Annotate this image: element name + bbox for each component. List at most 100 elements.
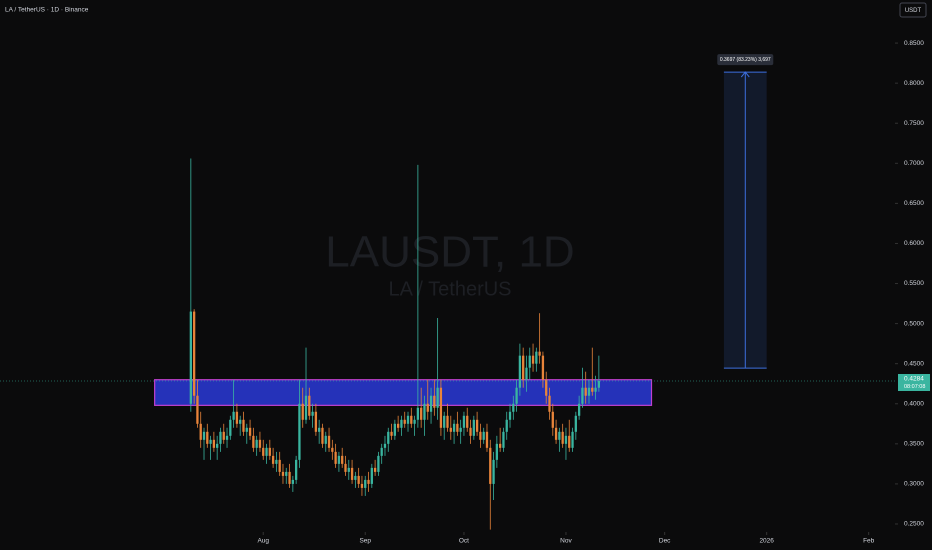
- y-tick-label: 0.8000: [904, 80, 924, 87]
- y-tick-label: 0.2500: [904, 521, 924, 528]
- y-tick-label: 0.8500: [904, 40, 924, 47]
- x-tick-label: Dec: [659, 538, 671, 545]
- candle-body: [271, 455, 275, 464]
- candle-body: [245, 427, 248, 432]
- candle-body: [370, 467, 373, 484]
- candle-body: [410, 415, 413, 424]
- candle-body: [396, 423, 400, 428]
- candle-body: [400, 419, 403, 428]
- candle-body: [324, 435, 327, 444]
- candle-body: [311, 411, 314, 416]
- x-tick-label: 2026: [759, 538, 774, 545]
- candle-body: [258, 439, 262, 448]
- candle-body: [364, 479, 367, 488]
- candle-body: [436, 387, 439, 408]
- candle-body: [564, 435, 568, 444]
- candle-body: [426, 403, 429, 412]
- support-zone: [154, 379, 653, 406]
- candle-body: [189, 311, 192, 404]
- currency[interactable]: USDT: [905, 8, 922, 14]
- candle-body: [318, 427, 321, 432]
- x-tick-label: Sep: [359, 538, 371, 545]
- last-price-tag: [898, 373, 930, 391]
- candle-body: [357, 475, 360, 484]
- candle-body: [229, 419, 232, 436]
- candle-body: [235, 411, 239, 424]
- candle-body: [413, 419, 416, 424]
- candle-body: [571, 431, 574, 448]
- y-tick-label: 0.7500: [904, 120, 924, 127]
- candle-body: [558, 431, 561, 440]
- candle-body: [545, 379, 548, 396]
- candle-body: [275, 459, 278, 464]
- chart-title: LA / TetherUS · 1D · Binance: [5, 7, 89, 14]
- candle-body: [482, 431, 485, 440]
- y-tick-label: 0.6500: [904, 200, 924, 207]
- candle-body: [347, 467, 350, 472]
- x-tick-label: Oct: [459, 538, 469, 545]
- y-tick-label: 0.5000: [904, 320, 924, 327]
- candle-body: [278, 459, 281, 472]
- candle-body: [518, 355, 522, 388]
- candle-body: [285, 471, 288, 476]
- candle-body: [344, 463, 347, 472]
- candle-body: [469, 427, 472, 436]
- candle-body: [239, 419, 242, 424]
- watermark-sub: LA / TetherUS: [388, 278, 511, 300]
- candle-body: [331, 447, 334, 452]
- candle-body: [380, 447, 383, 456]
- candle-body: [209, 439, 212, 444]
- candle-body: [446, 415, 449, 428]
- candle-body: [597, 380, 601, 388]
- candle-body: [373, 467, 377, 472]
- candle-body: [377, 455, 380, 472]
- measure-arrowhead: [740, 71, 750, 78]
- candle-body: [502, 431, 505, 448]
- candle-body: [416, 407, 420, 420]
- candle-body: [265, 447, 268, 456]
- candle-body: [439, 387, 443, 428]
- measure-label: 0.3697 (83.23%) 3,697: [720, 57, 771, 63]
- candle-body: [538, 351, 541, 356]
- candle-body: [505, 419, 508, 432]
- candle-body: [525, 367, 528, 380]
- y-tick-label: 0.5500: [904, 280, 924, 287]
- y-tick-label: 0.3500: [904, 441, 924, 448]
- candle-body: [512, 403, 515, 412]
- candle-body: [449, 427, 452, 432]
- candle-body: [420, 407, 423, 420]
- candle-body: [522, 355, 525, 380]
- candle-body: [327, 435, 331, 448]
- candle-body: [568, 435, 571, 448]
- currency-box[interactable]: [899, 2, 927, 18]
- watermark: LAUSDT, 1D: [325, 228, 574, 277]
- candle-body: [551, 411, 554, 428]
- last-price-label: 0.4284: [904, 376, 924, 383]
- candle-body: [232, 411, 235, 420]
- candle-body: [192, 311, 196, 396]
- candle-body: [459, 427, 462, 432]
- candle-body: [268, 447, 271, 456]
- candle-body: [429, 395, 433, 412]
- candle-body: [367, 479, 370, 484]
- candle-body: [334, 451, 337, 464]
- candle-body: [584, 387, 587, 396]
- candle-body: [291, 479, 295, 484]
- candle-body: [202, 431, 206, 440]
- candle-body: [383, 443, 387, 448]
- candle-body: [475, 419, 479, 432]
- y-tick-label: 0.7000: [904, 160, 924, 167]
- y-tick-label: 0.3000: [904, 481, 924, 488]
- candle-body: [591, 387, 594, 392]
- candle-body: [212, 439, 216, 448]
- candle-body: [515, 387, 518, 404]
- candle-body: [479, 431, 482, 440]
- candle-body: [387, 431, 390, 444]
- candle-body: [196, 395, 199, 424]
- candle-body: [495, 443, 499, 460]
- candle-body: [508, 411, 512, 420]
- candle-body: [443, 415, 446, 428]
- candle-body: [321, 427, 324, 444]
- candle-body: [390, 431, 393, 436]
